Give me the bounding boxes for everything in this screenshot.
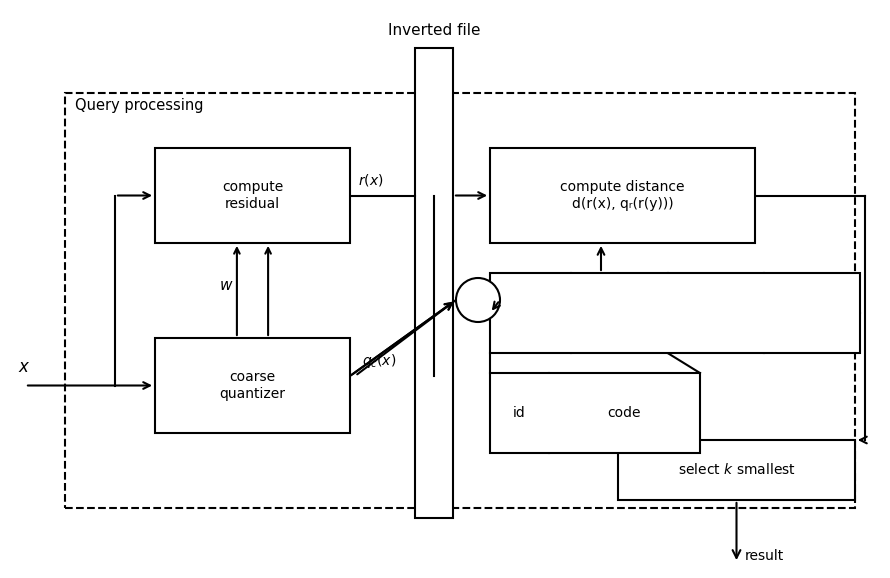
- Text: select $k$ smallest: select $k$ smallest: [677, 462, 796, 477]
- Bar: [155, 338, 350, 433]
- Text: result: result: [745, 549, 784, 563]
- Text: Query processing: Query processing: [75, 98, 204, 113]
- Bar: [65, 93, 855, 508]
- Bar: [490, 148, 755, 243]
- Circle shape: [456, 278, 500, 322]
- Text: compute distance
d(r(x), qᵣ(r(y))): compute distance d(r(x), qᵣ(r(y))): [560, 180, 684, 210]
- Text: compute
residual: compute residual: [222, 180, 283, 210]
- Bar: [155, 148, 350, 243]
- Text: $r(x)$: $r(x)$: [358, 172, 384, 188]
- Bar: [415, 48, 453, 518]
- Bar: [618, 440, 855, 500]
- Text: coarse
quantizer: coarse quantizer: [220, 370, 286, 401]
- Text: $q_c(x)$: $q_c(x)$: [362, 352, 396, 370]
- Text: Inverted file: Inverted file: [388, 23, 481, 38]
- Bar: [490, 273, 860, 353]
- Text: code: code: [608, 406, 641, 420]
- Text: $w$: $w$: [219, 278, 233, 293]
- Bar: [490, 373, 700, 453]
- Text: $x$: $x$: [18, 358, 30, 376]
- Text: id: id: [513, 406, 526, 420]
